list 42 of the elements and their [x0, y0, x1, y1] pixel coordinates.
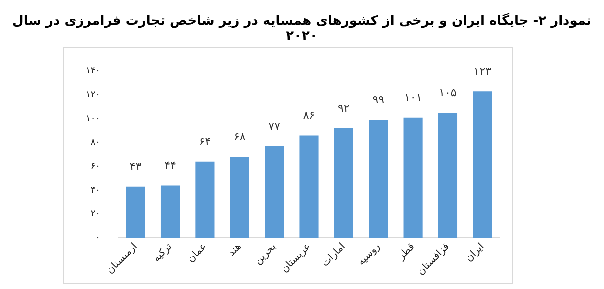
- y-tick-label: ۱۲۰: [86, 90, 100, 101]
- bar: [196, 162, 215, 238]
- bar: [473, 92, 492, 238]
- x-tick-label: ایران: [464, 242, 487, 264]
- data-label: ۶۴: [199, 135, 212, 148]
- x-tick-label: ارمنستان: [104, 242, 140, 276]
- bar: [230, 157, 250, 238]
- x-tick-label: عمان: [186, 242, 210, 265]
- data-label: ۱۰۵: [439, 86, 457, 100]
- x-tick-label: روسیه: [356, 241, 383, 268]
- bar: [438, 113, 458, 238]
- x-tick-label: قزاقستان: [416, 241, 452, 278]
- data-label: ۶۸: [234, 130, 246, 144]
- bar: [126, 186, 146, 238]
- data-label: ۱۲۳: [474, 65, 492, 78]
- bar: [300, 136, 319, 238]
- x-tick-label: امارات: [320, 242, 348, 270]
- y-tick-label: ۰: [96, 233, 100, 244]
- y-tick-label: ۲۰: [90, 210, 100, 220]
- data-label: ۴۴: [164, 159, 177, 172]
- chart-title: نمودار ۲- جایگاه ایران و برخی از کشورهای همسایه در زیر شاخص تجارت فرامرزی در سال ۲۰۲۰: [12, 14, 592, 44]
- y-tick-label: ۱۰۰: [86, 114, 100, 124]
- x-tick-label: عربستان: [280, 242, 314, 276]
- x-tick-label: بحرین: [252, 242, 279, 268]
- y-tick-label: ۱۴۰: [86, 66, 100, 77]
- bar: [265, 146, 284, 238]
- y-tick-label: ۸۰: [90, 138, 100, 148]
- data-label: ۹۹: [372, 94, 385, 107]
- data-label: ۹۲: [338, 102, 350, 115]
- bar: [369, 120, 388, 238]
- data-label: ۸۶: [303, 109, 316, 122]
- x-tick-label: هند: [226, 242, 244, 259]
- data-label: ۴۳: [130, 160, 142, 174]
- bar: [160, 186, 180, 238]
- bar: [334, 128, 354, 238]
- x-tick-label: ترکیه: [152, 241, 175, 264]
- bar: [404, 118, 423, 238]
- data-label: ۱۰۱: [404, 91, 422, 104]
- data-label: ۷۷: [268, 120, 281, 133]
- y-tick-label: ۴۰: [90, 186, 100, 196]
- x-tick-label: قطر: [396, 241, 418, 264]
- y-tick-label: ۶۰: [90, 162, 100, 172]
